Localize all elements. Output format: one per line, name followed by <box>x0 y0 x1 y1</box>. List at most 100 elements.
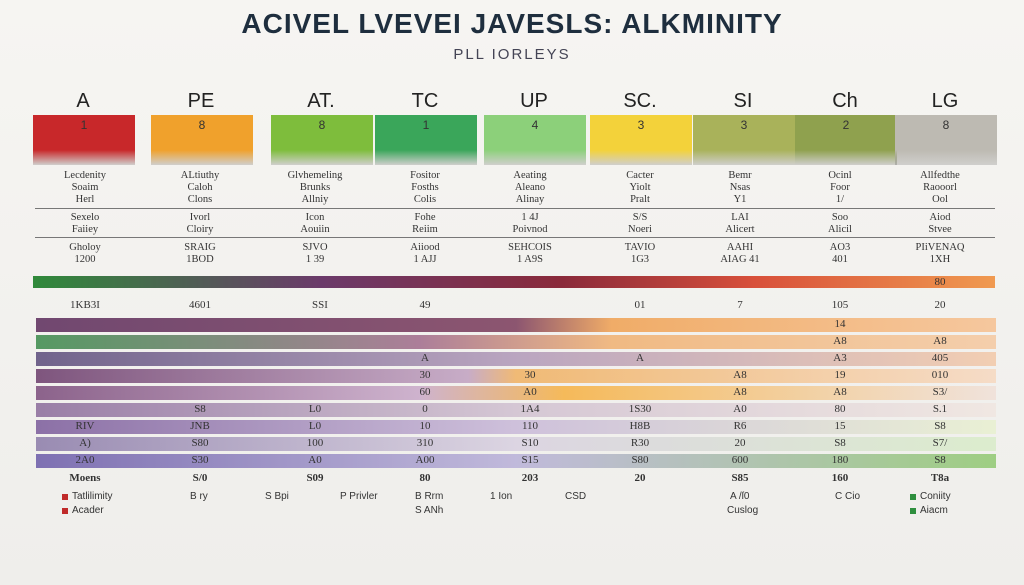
block-value: 4 <box>531 118 539 132</box>
info-line: PIiVENAQ <box>915 242 965 253</box>
note: B Rrm <box>415 491 444 502</box>
block-value: 3 <box>637 118 645 132</box>
stripe-cell: S.1 <box>932 403 948 415</box>
info-cell: Aiod Stvee <box>885 212 995 236</box>
stripe-cell: A8 <box>733 386 747 398</box>
stripe-cell: A3 <box>833 352 847 364</box>
legend-swatch <box>910 494 916 500</box>
stripe-cell: S80 <box>191 437 209 449</box>
stripe-cell: S7/ <box>932 437 948 449</box>
footer-label: 203 <box>521 472 539 484</box>
stripe-cell: 110 <box>521 420 539 432</box>
info-cell: Sexelo Faiiey <box>30 212 140 236</box>
info-line: 1G3 <box>630 254 650 265</box>
stripe-cell: JNB <box>190 420 210 432</box>
legend-swatch <box>62 494 68 500</box>
note: S ANh <box>415 505 444 516</box>
stripe-cell: S80 <box>631 454 649 466</box>
info-line: Icon <box>305 212 325 223</box>
bar-label: 20 <box>934 299 946 311</box>
column-header: TC <box>411 90 439 112</box>
footer-label: T8a <box>930 472 950 484</box>
info-line: Aiiood <box>410 242 440 253</box>
stripe-cell: S8 <box>934 420 946 432</box>
stripe-cell: A0 <box>733 403 747 415</box>
info-cell: Gholoy 1200 <box>30 242 140 266</box>
stripe-cell: S10 <box>521 437 539 449</box>
title: ACIVEL LVEVEI JAVESLS: ALKMINITY <box>241 8 783 39</box>
block-value: 8 <box>198 118 206 132</box>
info-line: Ocinl <box>828 170 852 181</box>
info-line: Ool <box>932 194 948 205</box>
bar-end-label: 80 <box>934 276 946 288</box>
info-line: Colis <box>413 194 437 205</box>
stripe <box>36 454 996 468</box>
gradient-bar <box>33 276 995 288</box>
info-line: Y1 <box>733 194 747 205</box>
note: B ry <box>190 491 208 502</box>
info-line: AO3 <box>829 242 851 253</box>
column-header: PE <box>187 90 215 112</box>
info-line: Brunks <box>299 182 331 193</box>
stripe-cell: S30 <box>191 454 209 466</box>
info-cell: 1 4J Poivnod <box>475 212 585 236</box>
info-cell: AO3 401 <box>785 242 895 266</box>
info-line: Gholoy <box>69 242 101 253</box>
info-line: Pralt <box>630 194 650 205</box>
info-line: Alicert <box>725 224 755 235</box>
info-line: Fosths <box>411 182 439 193</box>
info-cell: Cacter Yiolt Pralt <box>585 170 695 206</box>
color-block: 8 <box>151 115 253 165</box>
bar-label: 1KB3I <box>70 299 100 311</box>
stripe-cell: S3/ <box>932 386 948 398</box>
block-value: 3 <box>740 118 748 132</box>
note: P Privler <box>340 491 378 502</box>
bar-label: 4601 <box>189 299 211 311</box>
info-line: AAHI <box>726 242 754 253</box>
block-value: 2 <box>842 118 850 132</box>
bar-label: SSI <box>312 299 328 311</box>
color-block: 4 <box>484 115 586 165</box>
stripe-cell: RIV <box>75 420 95 432</box>
info-line: Fohe <box>414 212 436 223</box>
rule <box>35 237 995 238</box>
info-cell: TAVIO 1G3 <box>585 242 695 266</box>
info-line: 1 4J <box>521 212 539 223</box>
info-line: 1 A9S <box>517 254 543 265</box>
legend-text: Aiacm <box>920 505 948 516</box>
info-line: Raooorl <box>923 182 957 193</box>
info-line: TAVIO <box>624 242 656 253</box>
block-value: 1 <box>422 118 430 132</box>
footer-label: Moens <box>69 472 101 484</box>
legend-swatch <box>62 508 68 514</box>
stripe-cell: A8 <box>833 335 847 347</box>
stripe-cell: R30 <box>630 437 650 449</box>
stripe <box>36 403 996 417</box>
info-cell: Aiiood 1 AJJ <box>370 242 480 266</box>
info-cell: ALtiuthy Caloh Clons <box>145 170 255 206</box>
bar-label: 49 <box>419 299 431 311</box>
bar-label: 01 <box>634 299 646 311</box>
info-cell: Allfedthe Raooorl Ool <box>885 170 995 206</box>
stripe-cell: 180 <box>831 454 849 466</box>
stripe <box>36 386 996 400</box>
stripe-cell: H8B <box>629 420 651 432</box>
info-line: Aiod <box>929 212 951 223</box>
stripe-cell: 19 <box>834 369 846 381</box>
color-block: 2 <box>795 115 897 165</box>
color-block: 8 <box>895 115 997 165</box>
stripe-cell: 0 <box>422 403 428 415</box>
info-cell: LAI Alicert <box>685 212 795 236</box>
stripe-cell: 100 <box>306 437 324 449</box>
info-line: LAI <box>731 212 749 223</box>
info-line: 1 39 <box>305 254 325 265</box>
stripe <box>36 420 996 434</box>
column-header: Ch <box>832 90 858 112</box>
column-header: SC. <box>623 90 657 112</box>
footer-label: S/0 <box>192 472 208 484</box>
info-cell: Glvhemeling Brunks Allniy <box>260 170 370 206</box>
block-value: 8 <box>942 118 950 132</box>
info-cell: Lecdenity Soaim Herl <box>30 170 140 206</box>
bar-label: 7 <box>737 299 743 311</box>
